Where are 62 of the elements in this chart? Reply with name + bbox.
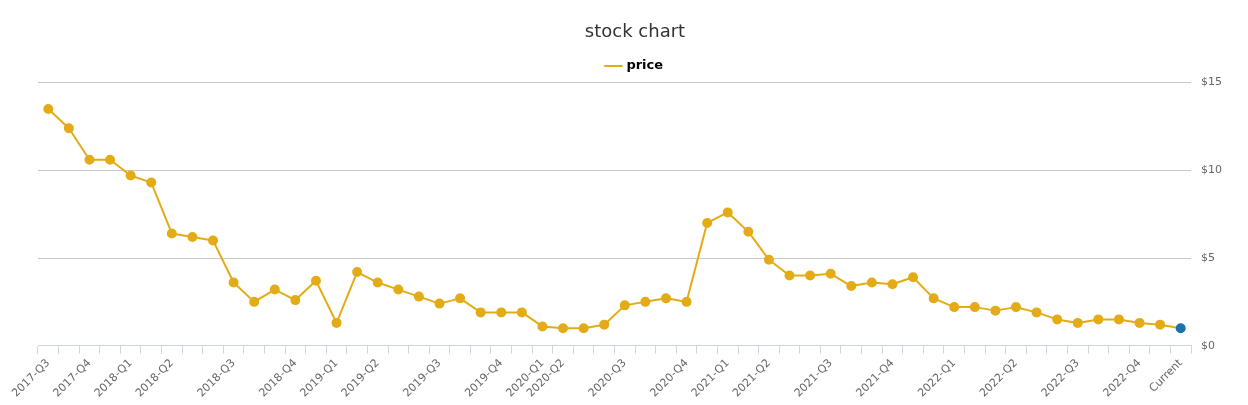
point <box>1010 302 1021 313</box>
point <box>84 154 95 165</box>
point <box>660 293 671 304</box>
point <box>434 298 445 309</box>
point <box>722 207 733 218</box>
point <box>228 277 239 288</box>
point <box>372 277 383 288</box>
point <box>125 170 136 181</box>
point <box>908 272 919 283</box>
point <box>455 293 466 304</box>
point <box>331 317 342 328</box>
point <box>290 295 301 306</box>
point <box>1052 314 1063 325</box>
point <box>393 284 404 295</box>
point <box>969 302 980 313</box>
point <box>743 226 754 237</box>
point <box>949 302 960 313</box>
point <box>681 296 692 307</box>
point <box>43 103 54 114</box>
y-tick-label: $0 <box>1201 338 1215 352</box>
point <box>1175 323 1186 334</box>
point <box>784 270 795 281</box>
point <box>1134 317 1145 328</box>
y-tick-label: $5 <box>1201 250 1215 264</box>
point <box>352 267 363 278</box>
point <box>187 231 198 242</box>
point <box>166 228 177 239</box>
point <box>558 323 569 334</box>
point <box>1031 307 1042 318</box>
y-tick-label: $10 <box>1201 163 1222 177</box>
point <box>887 279 898 290</box>
point <box>1155 319 1166 330</box>
point <box>763 254 774 265</box>
point <box>249 296 260 307</box>
point <box>866 277 877 288</box>
point <box>619 300 630 311</box>
point <box>1093 314 1104 325</box>
point <box>928 293 939 304</box>
point <box>208 235 219 246</box>
point <box>1072 317 1083 328</box>
point <box>640 296 651 307</box>
chart-title: stock chart <box>584 20 686 42</box>
point <box>146 177 157 188</box>
point <box>269 284 280 295</box>
point <box>105 154 116 165</box>
point <box>413 291 424 302</box>
point <box>1113 314 1124 325</box>
point <box>310 275 321 286</box>
point <box>599 319 610 330</box>
point <box>63 123 74 134</box>
point <box>496 307 507 318</box>
point <box>516 307 527 318</box>
point <box>805 270 816 281</box>
point <box>578 323 589 334</box>
point <box>702 217 713 228</box>
legend-label: price <box>626 57 664 73</box>
y-tick-label: $15 <box>1201 75 1222 89</box>
point <box>475 307 486 318</box>
point <box>537 321 548 332</box>
point <box>990 305 1001 316</box>
point <box>825 268 836 279</box>
point <box>846 281 857 292</box>
